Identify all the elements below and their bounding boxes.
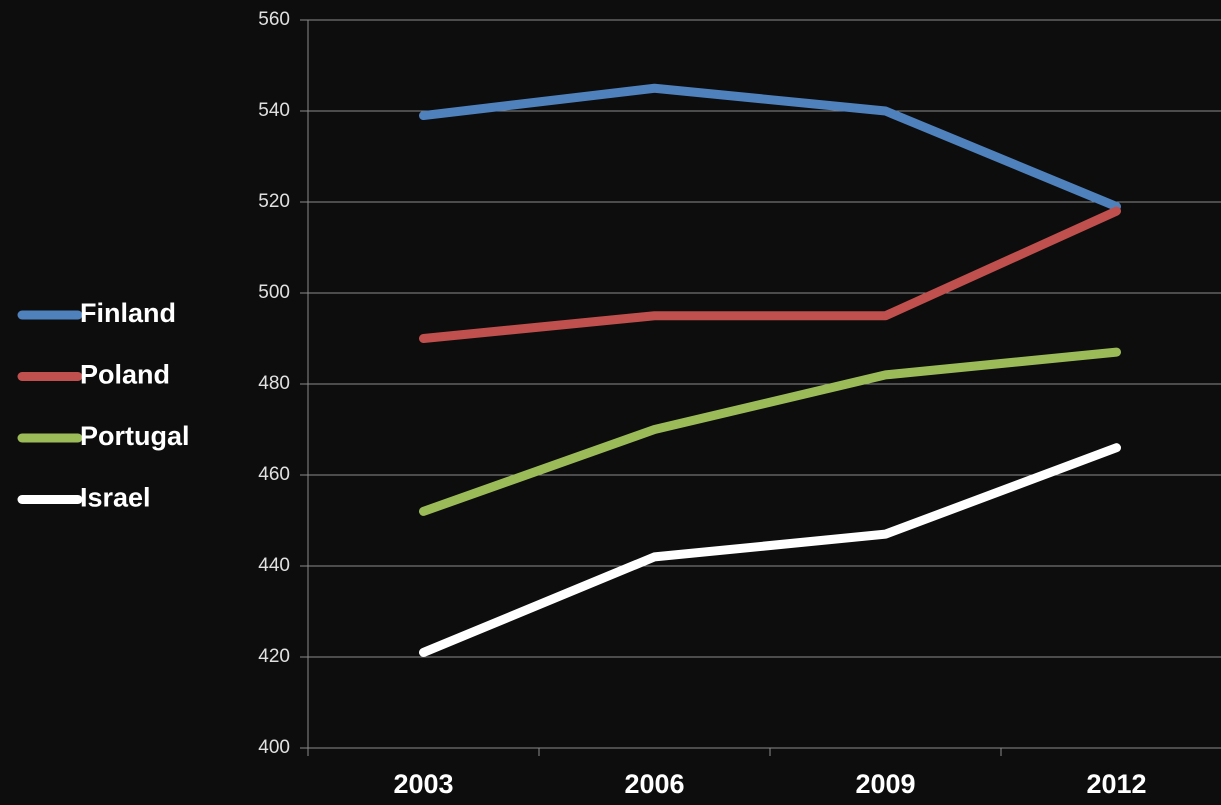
y-tick-label: 500 [258,282,290,303]
legend-label: Poland [80,360,170,390]
x-tick-label: 2012 [1086,769,1146,799]
y-tick-label: 540 [258,100,290,121]
y-tick-label: 440 [258,555,290,576]
y-tick-label: 460 [258,464,290,485]
y-tick-label: 480 [258,373,290,394]
x-tick-label: 2003 [393,769,453,799]
x-tick-label: 2009 [855,769,915,799]
y-tick-label: 400 [258,737,290,758]
series-line [419,83,1121,212]
y-tick-label: 560 [258,9,290,30]
legend-label: Israel [80,483,151,513]
y-tick-label: 520 [258,191,290,212]
series-line [419,443,1121,657]
series-line [419,206,1121,343]
y-tick-label: 420 [258,646,290,667]
series-line [419,347,1121,516]
x-tick-label: 2006 [624,769,684,799]
legend-label: Portugal [80,421,190,451]
legend-label: Finland [80,298,176,328]
